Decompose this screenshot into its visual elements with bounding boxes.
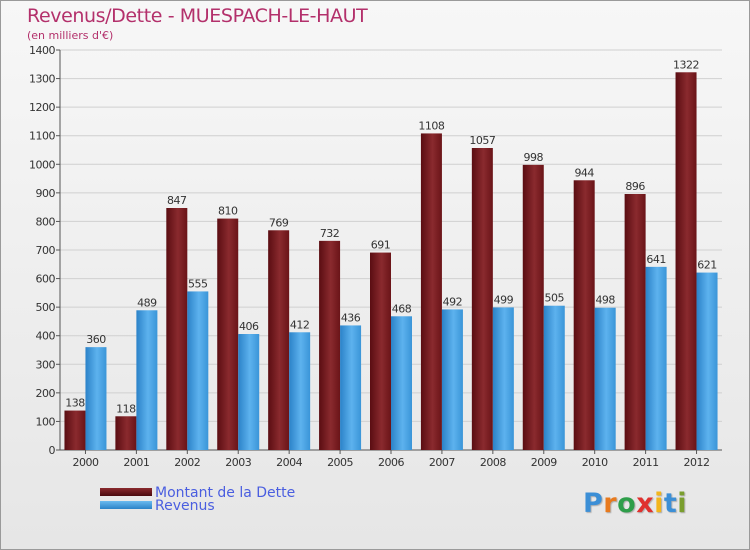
- data-label: 621: [697, 259, 717, 272]
- revenus-bar: [441, 309, 463, 450]
- data-label: 499: [494, 293, 514, 306]
- x-tick-label: 2003: [225, 456, 251, 469]
- revenus-bar: [543, 305, 565, 450]
- legend-label-dette: Montant de la Dette: [155, 485, 296, 501]
- data-labels: 138 360 118 489 847 555 810 406 769 412 732 436 691 4…: [65, 58, 717, 415]
- x-tick-label: 2009: [531, 456, 557, 469]
- y-tick-label: 1300: [29, 73, 55, 86]
- logo-letter: P: [583, 488, 604, 519]
- dette-bar: [64, 410, 86, 450]
- dette-bar: [166, 208, 188, 450]
- revenus-bar: [187, 291, 209, 450]
- x-tick-label: 2000: [72, 456, 98, 469]
- logo-letter: i: [654, 488, 664, 519]
- data-label: 492: [443, 295, 463, 308]
- chart-subtitle: (en milliers d'€): [27, 29, 114, 42]
- x-tick-label: 2005: [327, 456, 353, 469]
- dette-bar: [471, 148, 493, 450]
- x-tick-label: 2004: [276, 456, 302, 469]
- x-tick-label: 2010: [582, 456, 608, 469]
- y-tick-label: 1200: [29, 101, 55, 114]
- revenus-bar: [340, 325, 362, 450]
- data-label: 998: [524, 151, 544, 164]
- data-label: 555: [188, 277, 208, 290]
- data-label: 1108: [418, 119, 444, 132]
- revenus-bar: [391, 316, 412, 450]
- data-label: 769: [269, 216, 289, 229]
- data-label: 944: [574, 166, 594, 179]
- legend-swatch-revenus: [100, 501, 152, 509]
- data-label: 810: [218, 205, 238, 218]
- data-label: 896: [625, 180, 645, 193]
- data-label: 641: [646, 253, 666, 266]
- data-label: 691: [371, 239, 391, 252]
- legend-swatch-dette: [100, 488, 152, 496]
- dette-bar: [370, 252, 391, 450]
- x-tick-label: 2011: [633, 456, 659, 469]
- revenus-bar: [289, 332, 311, 450]
- data-label: 412: [290, 318, 310, 331]
- y-tick-label: 200: [36, 387, 56, 400]
- x-tick-label: 2006: [378, 456, 404, 469]
- y-tick-label: 900: [36, 187, 56, 200]
- dette-bar: [420, 133, 442, 450]
- revenus-bar: [696, 272, 718, 450]
- data-label: 360: [86, 333, 106, 346]
- bars: [64, 72, 718, 451]
- y-tick-label: 600: [36, 273, 56, 286]
- revenus-bar: [594, 307, 616, 450]
- revenus-bar: [645, 266, 667, 450]
- y-tick-label: 1000: [29, 158, 55, 171]
- logo-letter: t: [663, 488, 678, 519]
- dette-bar: [217, 218, 239, 450]
- data-label: 468: [392, 302, 412, 315]
- y-tick-label: 1100: [29, 130, 55, 143]
- y-tick-label: 0: [49, 444, 56, 457]
- data-label: 505: [545, 292, 565, 305]
- revenus-bar: [85, 347, 107, 450]
- data-label: 498: [595, 294, 615, 307]
- revenus-bar: [136, 310, 158, 450]
- data-label: 1322: [673, 58, 699, 71]
- data-label: 732: [320, 227, 340, 240]
- x-tick-label: 2001: [123, 456, 149, 469]
- logo-letter: o: [617, 488, 637, 519]
- y-tick-label: 500: [36, 301, 56, 314]
- axes: 0 100 200 300 400 500 600 700 800 900 1000 1100 1200…: [29, 44, 722, 469]
- x-tick-label: 2008: [480, 456, 506, 469]
- y-tick-label: 300: [36, 358, 56, 371]
- data-label: 406: [239, 320, 259, 333]
- x-tick-label: 2002: [174, 456, 200, 469]
- y-tick-label: 1400: [29, 44, 55, 57]
- y-tick-label: 800: [36, 215, 56, 228]
- dette-bar: [624, 194, 646, 450]
- logo-letter: i: [677, 488, 688, 519]
- dette-bar: [115, 416, 137, 450]
- x-tick-label: 2007: [429, 456, 455, 469]
- data-label: 138: [65, 397, 85, 410]
- chart-title: Revenus/Dette - MUESPACH-LE-HAUT: [27, 5, 368, 27]
- dette-bar: [675, 72, 697, 451]
- revenus-bar: [238, 334, 260, 450]
- legend-label-revenus: Revenus: [155, 498, 215, 514]
- proxiti-logo: Proxiti: [583, 488, 687, 519]
- logo-letter: x: [636, 488, 655, 519]
- data-label: 847: [167, 194, 187, 207]
- dette-bar: [522, 164, 544, 450]
- data-label: 489: [137, 296, 157, 309]
- y-tick-label: 400: [36, 330, 56, 343]
- y-tick-label: 100: [36, 415, 56, 428]
- revenus-bar: [492, 307, 514, 450]
- dette-bar: [319, 240, 341, 450]
- data-label: 436: [341, 311, 361, 324]
- dette-bar: [573, 180, 595, 451]
- y-tick-label: 700: [36, 244, 56, 257]
- x-tick-label: 2012: [684, 456, 710, 469]
- data-label: 118: [116, 402, 136, 415]
- data-label: 1057: [469, 134, 495, 147]
- logo-letter: r: [603, 488, 618, 519]
- dette-bar: [268, 230, 290, 450]
